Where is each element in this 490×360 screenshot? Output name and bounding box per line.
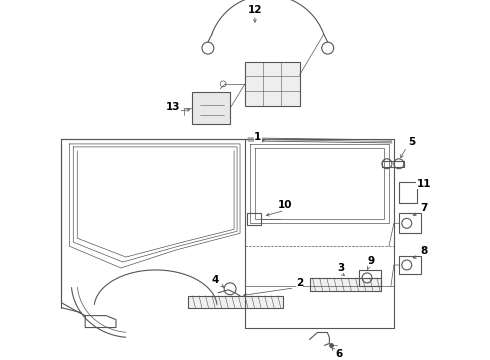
Text: 1: 1 xyxy=(254,132,262,142)
Text: 7: 7 xyxy=(420,203,427,213)
Bar xyxy=(193,92,230,124)
Bar xyxy=(247,213,261,225)
Bar xyxy=(359,270,381,286)
Text: 13: 13 xyxy=(166,102,181,112)
Text: 8: 8 xyxy=(420,246,427,256)
Bar xyxy=(399,256,421,274)
Bar xyxy=(399,213,421,233)
Bar xyxy=(310,278,381,291)
Bar xyxy=(399,182,416,203)
Text: 6: 6 xyxy=(336,349,343,359)
Text: 9: 9 xyxy=(368,256,375,266)
Text: 4: 4 xyxy=(212,275,219,285)
Text: 10: 10 xyxy=(277,201,292,211)
Bar xyxy=(245,62,299,106)
Bar xyxy=(189,296,283,308)
Text: 5: 5 xyxy=(408,137,416,147)
Text: 2: 2 xyxy=(296,278,303,288)
Text: 12: 12 xyxy=(247,5,262,15)
Text: 3: 3 xyxy=(338,263,345,273)
Text: 11: 11 xyxy=(416,179,431,189)
